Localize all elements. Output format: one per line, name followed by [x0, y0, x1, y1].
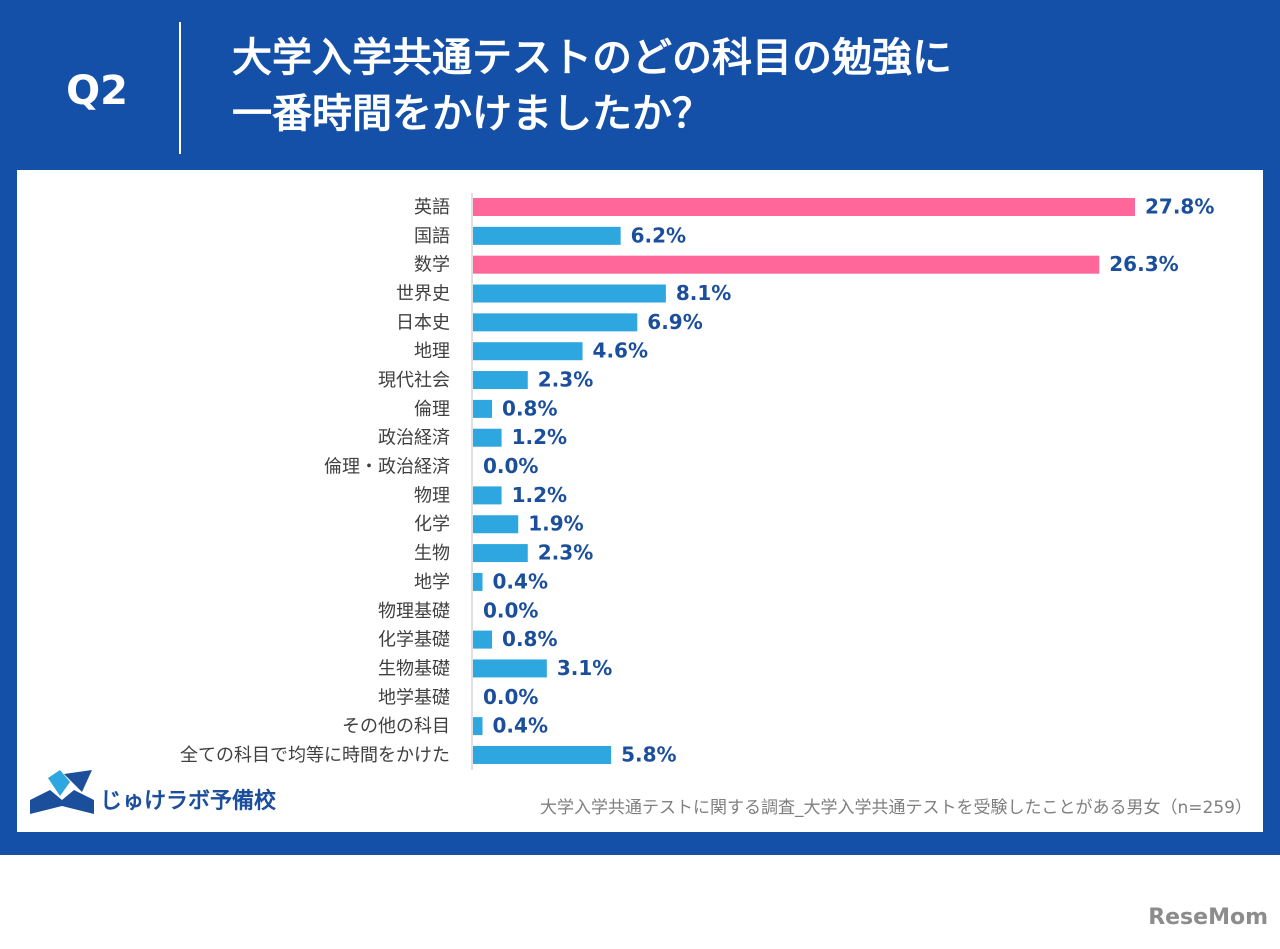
value-label: 1.2%: [512, 425, 567, 449]
value-label: 0.0%: [483, 598, 538, 622]
value-label: 3.1%: [557, 656, 612, 680]
title-line: 大学入学共通テストのどの科目の勉強に: [232, 35, 952, 81]
bar: [473, 630, 493, 649]
category-label: 数学: [414, 255, 450, 276]
bar: [473, 255, 1100, 274]
category-label: 倫理・政治経済: [324, 457, 450, 478]
bar: [473, 198, 1135, 216]
value-label: 1.2%: [512, 483, 567, 507]
watermark: ReseMom: [1148, 905, 1268, 930]
category-label: 地学: [414, 572, 450, 593]
value-label: 6.2%: [631, 223, 686, 247]
value-label: 26.3%: [1109, 252, 1178, 276]
value-label: 0.0%: [483, 685, 538, 709]
value-label: 5.8%: [621, 742, 676, 766]
bar: [473, 486, 502, 505]
category-label: 日本史: [396, 312, 450, 333]
logo-icon: [30, 770, 94, 814]
bar: [473, 399, 493, 418]
category-label: 生物: [414, 543, 450, 564]
category-label: その他の科目: [342, 716, 450, 737]
question-number: Q2: [66, 68, 128, 114]
value-label: 8.1%: [676, 281, 731, 305]
bar: [473, 544, 528, 563]
logo-text: じゅけラボ予備校: [100, 788, 277, 814]
value-label: 0.8%: [502, 627, 557, 651]
category-label: 地学基礎: [378, 687, 450, 708]
value-label: 27.8%: [1145, 195, 1214, 219]
category-label: 英語: [414, 197, 450, 218]
value-label: 0.4%: [493, 714, 548, 738]
category-label: 物理基礎: [378, 601, 450, 622]
bar: [473, 572, 483, 591]
category-label: 化学: [414, 514, 450, 535]
value-label: 6.9%: [647, 310, 702, 334]
bar: [473, 659, 547, 678]
source-note: 大学入学共通テストに関する調査_大学入学共通テストを受験したことがある男女（n=…: [540, 798, 1252, 818]
value-label: 0.8%: [502, 396, 557, 420]
value-label: 1.9%: [528, 512, 583, 536]
category-label: 生物基礎: [378, 658, 450, 679]
category-label: 政治経済: [378, 428, 450, 449]
value-label: 2.3%: [538, 541, 593, 565]
category-label: 地理: [414, 341, 450, 362]
category-label: 化学基礎: [378, 630, 450, 651]
value-label: 2.3%: [538, 368, 593, 392]
bar: [473, 515, 519, 534]
value-label: 0.0%: [483, 454, 538, 478]
category-label: 国語: [414, 226, 450, 247]
bar: [473, 284, 666, 303]
category-label: 物理: [414, 485, 450, 506]
chart-panel: [17, 170, 1263, 832]
value-label: 0.4%: [493, 569, 548, 593]
category-label: 倫理: [414, 399, 450, 420]
bar: [473, 428, 502, 447]
category-label: 全ての科目で均等に時間をかけた: [180, 745, 450, 766]
bar: [473, 745, 612, 764]
bar: [473, 313, 638, 332]
bar: [473, 717, 483, 736]
category-label: 現代社会: [378, 370, 450, 391]
bar: [473, 226, 621, 245]
title-line: 一番時間をかけましたか？: [232, 91, 712, 137]
bar: [473, 342, 583, 361]
category-label: 世界史: [396, 284, 450, 305]
bar: [473, 371, 528, 390]
value-label: 4.6%: [593, 339, 648, 363]
